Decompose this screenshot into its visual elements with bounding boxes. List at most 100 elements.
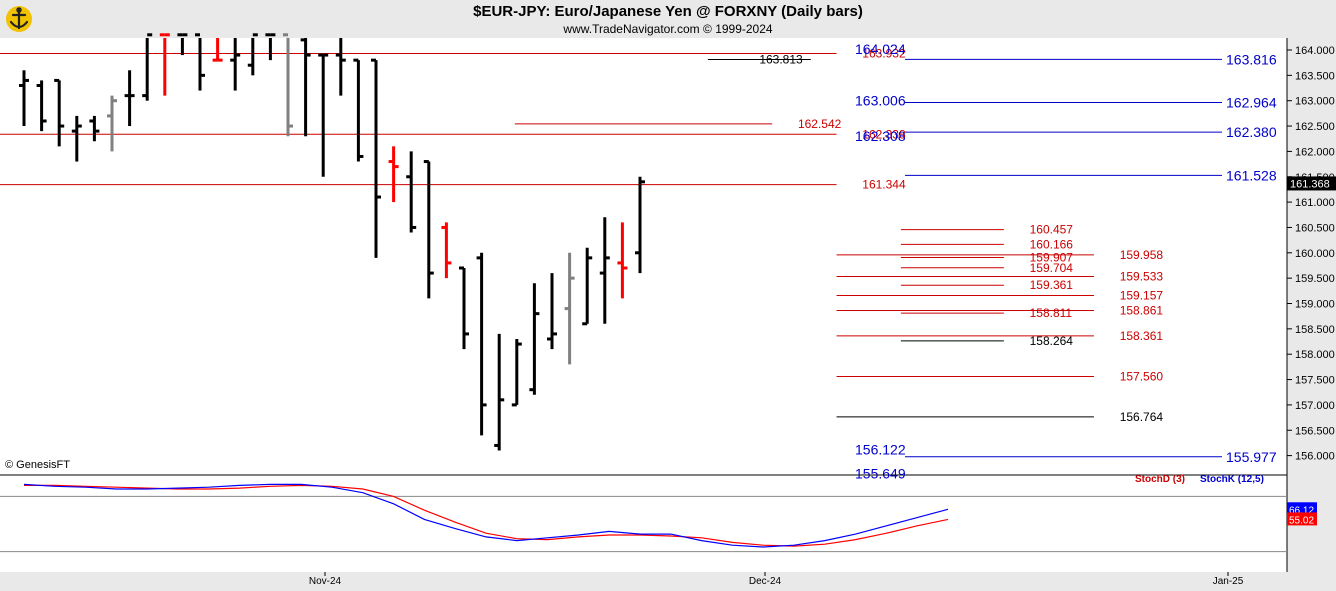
price-bar xyxy=(265,33,276,61)
x-tick-label: Dec-24 xyxy=(749,576,782,587)
y-tick-label: 163.500 xyxy=(1295,70,1335,82)
price-bar xyxy=(19,70,29,127)
level-label: 160.457 xyxy=(1030,223,1074,237)
y-tick-label: 162.000 xyxy=(1295,146,1335,158)
price-bar xyxy=(599,217,610,324)
chart-header xyxy=(0,0,1336,38)
price-bar xyxy=(124,70,135,127)
price-bar xyxy=(371,58,381,258)
price-bar xyxy=(300,38,311,137)
stochd-value: 55.02 xyxy=(1289,515,1314,526)
blue-level-label: 155.649 xyxy=(855,465,906,481)
price-levels: 163.932 163.813 162.542 162.338 161.344 160.4… xyxy=(0,41,1277,481)
blue-level-label: 162.964 xyxy=(1226,95,1277,111)
price-bars xyxy=(19,33,645,451)
blue-level-label: 161.528 xyxy=(1226,167,1277,183)
price-bar xyxy=(582,247,593,326)
stoch-legend-k: StochK (12,5) xyxy=(1200,474,1264,485)
level-label: 158.361 xyxy=(1120,329,1164,343)
level-label: 161.344 xyxy=(862,178,906,192)
price-bar xyxy=(159,33,170,96)
price-axis: 164.000163.500163.000162.500162.000161.5… xyxy=(1287,45,1336,463)
y-tick-label: 160.000 xyxy=(1295,248,1335,260)
stoch-line xyxy=(23,483,949,548)
price-bar xyxy=(547,273,557,350)
level-label: 162.338 xyxy=(862,127,906,141)
chart-subtitle: www.TradeNavigator.com © 1999-2024 xyxy=(563,22,773,36)
price-bar xyxy=(89,115,100,142)
blue-level-label: 163.006 xyxy=(855,92,906,108)
price-bar xyxy=(388,146,399,203)
time-gutter xyxy=(0,572,1336,591)
price-bar xyxy=(71,115,82,162)
stoch-line xyxy=(24,484,949,547)
credit-label: © GenesisFT xyxy=(5,459,70,471)
price-bar xyxy=(441,222,452,279)
y-tick-label: 156.000 xyxy=(1295,451,1335,463)
last-price-box xyxy=(1287,176,1336,191)
level-label: 158.811 xyxy=(1030,306,1073,320)
stoch-legend-d: StochD (3) xyxy=(1135,474,1185,485)
blue-level-label: 164.024 xyxy=(855,41,906,57)
price-panel-bg xyxy=(0,38,1287,462)
x-tick-label: Nov-24 xyxy=(309,576,342,587)
anchor-logo-icon xyxy=(4,4,34,39)
level-label: 159.361 xyxy=(1030,278,1074,292)
level-label: 159.704 xyxy=(1030,261,1074,275)
axis-gutter xyxy=(1287,38,1336,572)
price-bar xyxy=(230,38,241,91)
price-bar xyxy=(459,266,469,350)
price-bar xyxy=(54,78,65,147)
level-label: 156.764 xyxy=(1120,410,1164,424)
price-bar xyxy=(617,222,628,299)
price-bar xyxy=(564,252,575,365)
price-bar xyxy=(36,80,47,132)
price-bar xyxy=(511,338,522,407)
price-bar xyxy=(635,176,645,274)
y-tick-label: 159.000 xyxy=(1295,299,1335,311)
blue-level-label: 156.122 xyxy=(855,441,906,457)
y-tick-label: 157.500 xyxy=(1295,375,1335,387)
price-bar xyxy=(142,33,153,101)
stochk-value: 66.12 xyxy=(1289,505,1314,516)
price-bar xyxy=(529,283,540,395)
y-tick-label: 156.500 xyxy=(1295,425,1335,437)
y-tick-label: 163.000 xyxy=(1295,96,1335,108)
level-label: 163.813 xyxy=(759,52,803,66)
y-tick-label: 160.500 xyxy=(1295,222,1335,234)
stochk-value-box xyxy=(1287,502,1317,516)
x-tick-label: Jan-25 xyxy=(1213,576,1244,587)
level-label: 159.958 xyxy=(1120,248,1164,262)
level-label: 158.264 xyxy=(1030,334,1074,348)
level-label: 159.533 xyxy=(1120,269,1164,283)
price-bar xyxy=(353,58,364,162)
chart-title: $EUR-JPY: Euro/Japanese Yen @ FORXNY (Da… xyxy=(473,3,863,20)
price-bar xyxy=(195,33,205,91)
level-label: 163.932 xyxy=(862,46,906,60)
level-label: 158.861 xyxy=(1120,304,1164,318)
price-bar xyxy=(107,95,117,152)
price-bar xyxy=(318,53,329,177)
blue-level-label: 163.816 xyxy=(1226,51,1277,67)
price-bar xyxy=(247,33,258,76)
y-tick-label: 162.500 xyxy=(1295,121,1335,133)
blue-level-label: 155.977 xyxy=(1226,449,1277,465)
price-bar xyxy=(406,151,417,233)
y-tick-label: 161.000 xyxy=(1295,197,1335,209)
blue-level-label: 162.308 xyxy=(855,128,906,144)
level-label: 159.907 xyxy=(1030,251,1074,265)
y-tick-label: 157.000 xyxy=(1295,400,1335,412)
level-label: 159.157 xyxy=(1120,289,1164,303)
time-axis: Nov-24 Dec-24 Jan-25 xyxy=(309,572,1244,587)
price-bar xyxy=(423,160,434,299)
price-bar xyxy=(476,252,487,436)
last-price-label: 161.368 xyxy=(1290,178,1330,190)
price-bar xyxy=(177,33,188,56)
level-label: 162.542 xyxy=(798,117,842,131)
blue-level-label: 162.380 xyxy=(1226,124,1277,140)
level-label: 160.166 xyxy=(1030,237,1074,251)
y-tick-label: 164.000 xyxy=(1295,45,1335,57)
chart-frame xyxy=(0,38,1336,591)
